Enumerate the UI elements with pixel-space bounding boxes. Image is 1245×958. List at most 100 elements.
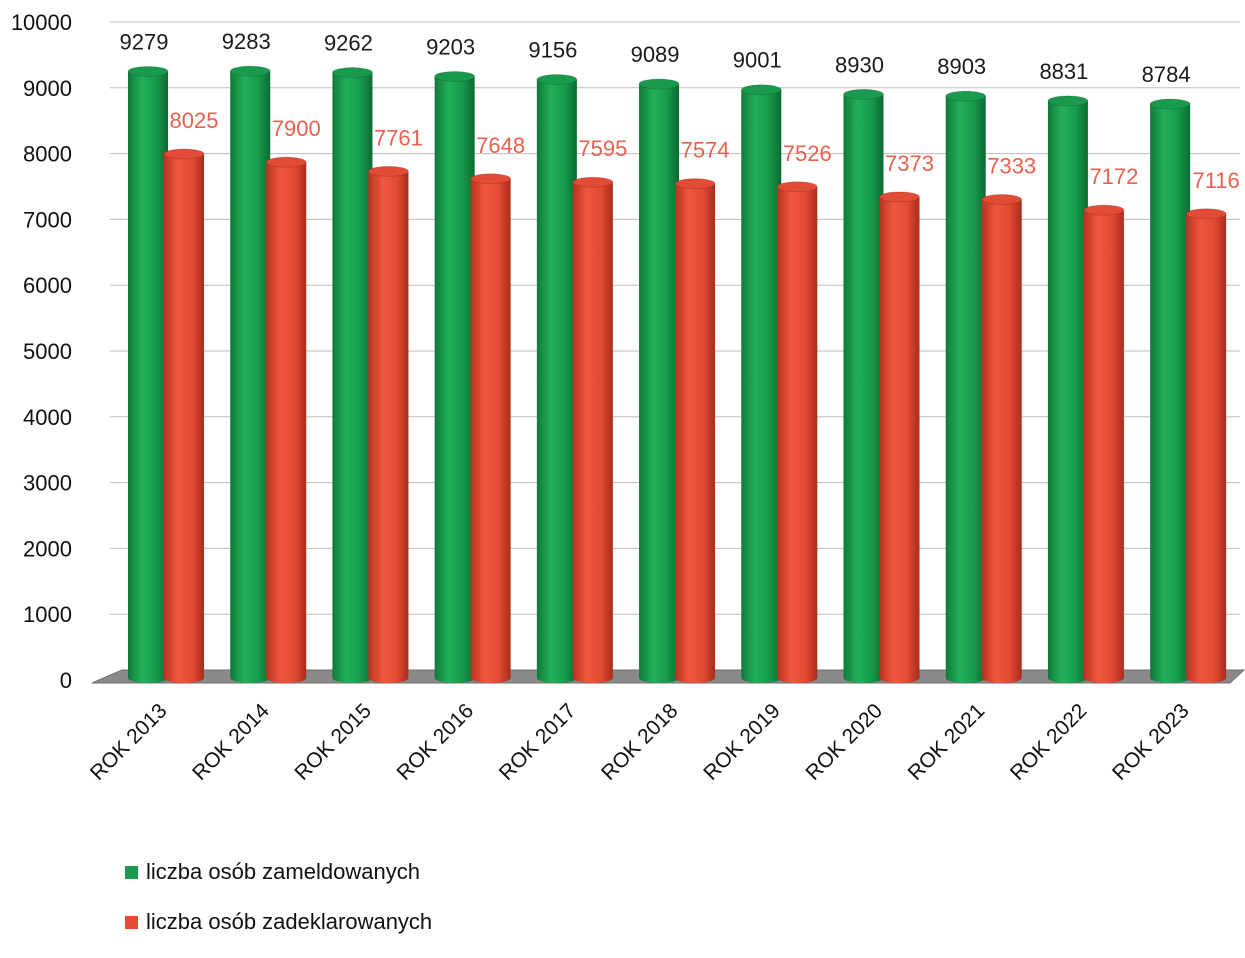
bar-body bbox=[332, 72, 373, 683]
bar-body bbox=[945, 96, 986, 683]
bar-cap bbox=[163, 148, 205, 160]
bar-zadeklarowanych bbox=[265, 156, 307, 683]
data-label: 9089 bbox=[631, 42, 680, 67]
data-label: 8930 bbox=[835, 52, 884, 77]
bar-chart-svg: 0 1000 2000 3000 4000 5000 6000 7000 8000 9000 100… bbox=[11, 10, 1245, 785]
bar-cap bbox=[945, 90, 987, 102]
bar-zameldowanych bbox=[945, 90, 987, 683]
x-tick-label: ROK 2020 bbox=[801, 699, 887, 785]
y-tick-label: 2000 bbox=[23, 536, 72, 561]
bar-zameldowanych bbox=[331, 67, 373, 683]
bar-cap bbox=[674, 178, 716, 190]
chart: 0 1000 2000 3000 4000 5000 6000 7000 8000 9000 100… bbox=[11, 10, 1245, 934]
bar-cap bbox=[776, 181, 818, 193]
bar-zadeklarowanych bbox=[674, 178, 716, 683]
x-tick-label: ROK 2021 bbox=[904, 699, 990, 785]
y-tick-label: 8000 bbox=[23, 142, 72, 167]
bar-zadeklarowanych bbox=[572, 176, 614, 683]
x-tick-label: ROK 2022 bbox=[1006, 699, 1092, 785]
x-tick-label: ROK 2013 bbox=[86, 699, 172, 785]
bar-zameldowanych bbox=[229, 65, 271, 683]
data-label: 8784 bbox=[1142, 62, 1191, 87]
data-label: 9001 bbox=[733, 48, 782, 73]
data-label: 8025 bbox=[170, 108, 219, 133]
bar-zameldowanych bbox=[1149, 98, 1191, 683]
bar-cap bbox=[229, 65, 271, 77]
bar-zameldowanych bbox=[127, 65, 169, 684]
bar-cap bbox=[265, 156, 307, 168]
data-label: 9283 bbox=[222, 29, 271, 54]
bar-body bbox=[1047, 100, 1088, 684]
data-label: 8903 bbox=[937, 54, 986, 79]
bar-zadeklarowanych bbox=[163, 148, 205, 683]
bar-body bbox=[470, 178, 511, 683]
y-tick-label: 1000 bbox=[23, 602, 72, 627]
x-tick-label: ROK 2017 bbox=[495, 699, 581, 785]
data-label: 7761 bbox=[374, 125, 423, 150]
bar-cap bbox=[1047, 95, 1089, 107]
bar-body bbox=[675, 183, 716, 683]
bar-body bbox=[639, 83, 680, 684]
bar-zameldowanych bbox=[536, 74, 578, 683]
data-labels: 9279 8025 9283 7900 9262 7761 9203 7648 9156 7595… bbox=[120, 29, 1240, 193]
data-label: 7574 bbox=[681, 138, 730, 163]
bar-cap bbox=[536, 74, 578, 86]
data-label: 8831 bbox=[1039, 59, 1088, 84]
bar-zameldowanych bbox=[842, 88, 884, 683]
bar-cap bbox=[740, 84, 782, 96]
bar-cap bbox=[1149, 98, 1191, 110]
legend-item-zameldowanych: liczba osób zameldowanych bbox=[125, 858, 432, 886]
bar-cap bbox=[981, 193, 1023, 205]
x-axis-tick-labels: ROK 2013 ROK 2014 ROK 2015 ROK 2016 ROK 2017… bbox=[86, 699, 1194, 785]
bar-cap bbox=[638, 78, 680, 90]
bar-zameldowanych bbox=[638, 78, 680, 684]
y-tick-label: 0 bbox=[60, 668, 72, 693]
bar-cap bbox=[1185, 208, 1227, 220]
bar-cap bbox=[572, 176, 614, 188]
x-tick-label: ROK 2018 bbox=[597, 699, 683, 785]
bar-body bbox=[741, 89, 782, 684]
bar-body bbox=[1083, 210, 1124, 683]
data-label: 7116 bbox=[1192, 168, 1239, 193]
bar-zameldowanych bbox=[434, 70, 476, 683]
bar-zadeklarowanych bbox=[367, 165, 409, 683]
bar-zadeklarowanych bbox=[981, 193, 1023, 684]
y-tick-label: 9000 bbox=[23, 76, 72, 101]
data-label: 7526 bbox=[783, 141, 832, 166]
data-label: 7333 bbox=[987, 153, 1036, 178]
bars bbox=[127, 65, 1227, 684]
bar-zadeklarowanych bbox=[776, 181, 818, 684]
bar-zadeklarowanych bbox=[878, 191, 920, 683]
x-tick-label: ROK 2019 bbox=[699, 699, 785, 785]
bar-cap bbox=[470, 173, 512, 185]
y-tick-label: 4000 bbox=[23, 405, 72, 430]
bar-cap bbox=[878, 191, 920, 203]
y-tick-label: 10000 bbox=[11, 10, 72, 35]
legend-label: liczba osób zameldowanych bbox=[146, 859, 420, 884]
data-label: 7172 bbox=[1089, 164, 1138, 189]
bar-body bbox=[434, 76, 475, 683]
bar-body bbox=[1186, 213, 1227, 683]
data-label: 9262 bbox=[324, 31, 373, 56]
bar-zadeklarowanych bbox=[1185, 208, 1227, 683]
bar-cap bbox=[331, 67, 373, 79]
y-tick-label: 5000 bbox=[23, 339, 72, 364]
bar-zadeklarowanych bbox=[1083, 204, 1125, 683]
bar-body bbox=[164, 153, 204, 683]
bar-body bbox=[368, 171, 409, 683]
y-tick-label: 6000 bbox=[23, 273, 72, 298]
y-axis-tick-labels: 0 1000 2000 3000 4000 5000 6000 7000 8000 9000 100… bbox=[11, 10, 72, 693]
bar-body bbox=[572, 182, 613, 683]
data-label: 9279 bbox=[120, 29, 169, 54]
y-tick-label: 7000 bbox=[23, 207, 72, 232]
bar-body bbox=[843, 94, 884, 683]
x-tick-label: ROK 2015 bbox=[290, 699, 376, 785]
data-label: 9156 bbox=[528, 38, 577, 63]
bar-body bbox=[230, 71, 271, 683]
data-label: 9203 bbox=[426, 34, 475, 59]
x-tick-label: ROK 2023 bbox=[1108, 699, 1194, 785]
bar-cap bbox=[1083, 204, 1125, 216]
x-tick-label: ROK 2014 bbox=[188, 699, 274, 785]
bar-body bbox=[981, 199, 1022, 684]
bar-cap bbox=[367, 165, 409, 177]
